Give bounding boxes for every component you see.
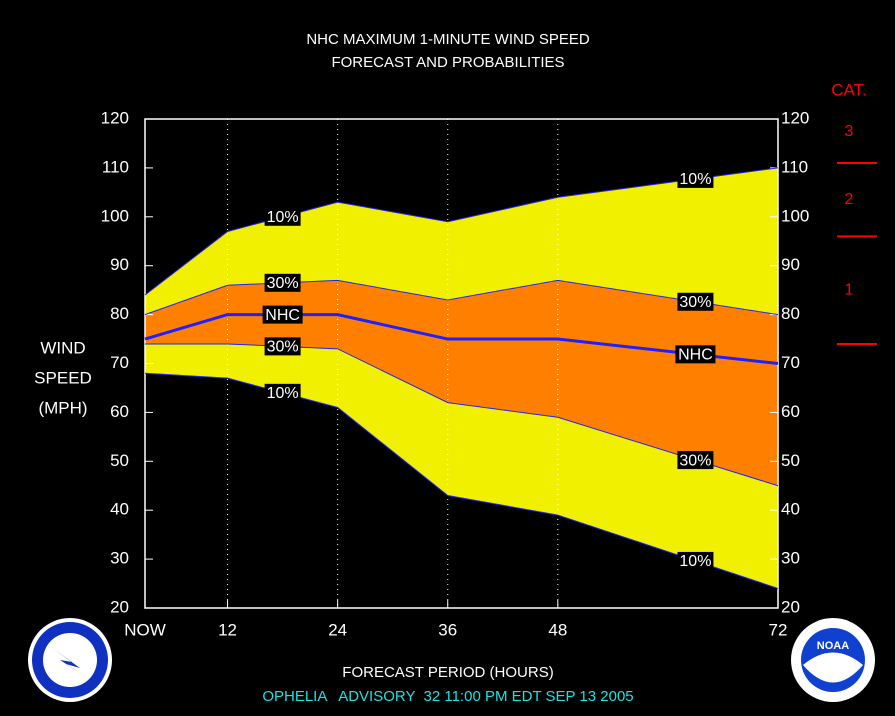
y-tick-label: 120 xyxy=(101,108,129,127)
label-box xyxy=(264,337,301,356)
series-line xyxy=(144,167,779,296)
series-label: 10% xyxy=(679,171,711,188)
y-tick-label: 60 xyxy=(110,402,129,421)
category-title: CAT. xyxy=(831,80,867,99)
y-tick-label: 70 xyxy=(781,353,800,372)
y-tick-label: 50 xyxy=(110,451,129,470)
noaa-logo: NOAA xyxy=(791,618,875,702)
y-tick-label: 50 xyxy=(781,451,800,470)
label-box xyxy=(264,383,301,402)
series-line xyxy=(145,343,779,487)
series-label: 30% xyxy=(679,452,711,469)
y-tick-label: 70 xyxy=(110,353,129,372)
y-tick-label: 30 xyxy=(781,549,800,568)
y-tick-label: 120 xyxy=(781,108,809,127)
category-label: 1 xyxy=(845,281,854,298)
y-tick-label: 100 xyxy=(101,206,129,225)
label-box xyxy=(675,345,716,364)
y-tick-label: 90 xyxy=(110,255,129,274)
series-label: 10% xyxy=(679,553,711,570)
svg-text:NOAA: NOAA xyxy=(817,640,849,652)
x-tick-label: 36 xyxy=(438,620,457,639)
chart-title: NHC MAXIMUM 1-MINUTE WIND SPEED xyxy=(306,31,590,48)
series-line xyxy=(144,372,779,589)
x-tick-label: NOW xyxy=(124,620,166,639)
series-label: 10% xyxy=(267,209,299,226)
y-axis-label: WIND xyxy=(40,338,85,357)
nws-logo xyxy=(28,618,112,702)
y-tick-label: 60 xyxy=(781,402,800,421)
y-tick-label: 110 xyxy=(102,157,129,176)
y-tick-label: 30 xyxy=(110,549,129,568)
y-tick-label: 80 xyxy=(110,304,129,323)
x-tick-label: 12 xyxy=(218,620,237,639)
y-tick-label: 100 xyxy=(781,206,809,225)
category-label: 3 xyxy=(845,123,854,140)
band xyxy=(145,280,778,486)
chart-title: FORECAST AND PROBABILITIES xyxy=(331,54,564,71)
footer: OPHELIA ADVISORY 32 11:00 PM EDT SEP 13 … xyxy=(262,688,633,705)
label-box xyxy=(677,292,714,311)
series-line xyxy=(144,279,779,316)
series-label: NHC xyxy=(678,347,713,364)
y-tick-label: 40 xyxy=(110,500,129,519)
x-tick-label: 48 xyxy=(548,620,567,639)
label-box xyxy=(677,551,714,570)
x-axis-label: FORECAST PERIOD (HOURS) xyxy=(342,664,553,681)
y-tick-label: 40 xyxy=(781,500,800,519)
series-label: 30% xyxy=(267,339,299,356)
y-tick-label: 110 xyxy=(781,157,808,176)
y-tick-label: 80 xyxy=(781,304,800,323)
y-axis-label: SPEED xyxy=(34,368,92,387)
label-box xyxy=(262,305,303,324)
y-axis-label: (MPH) xyxy=(38,398,87,417)
x-tick-label: 72 xyxy=(769,620,788,639)
series-label: 30% xyxy=(267,275,299,292)
series-label: 10% xyxy=(267,385,299,402)
category-label: 2 xyxy=(845,191,854,208)
label-box xyxy=(677,169,714,188)
label-box xyxy=(264,273,301,292)
label-box xyxy=(677,451,714,470)
label-box xyxy=(264,207,301,226)
y-tick-label: 20 xyxy=(110,597,129,616)
series-label: NHC xyxy=(265,307,300,324)
series-line xyxy=(144,313,779,365)
series-label: 30% xyxy=(679,294,711,311)
y-tick-label: 20 xyxy=(781,597,800,616)
x-tick-label: 24 xyxy=(328,620,347,639)
y-tick-label: 90 xyxy=(781,255,800,274)
